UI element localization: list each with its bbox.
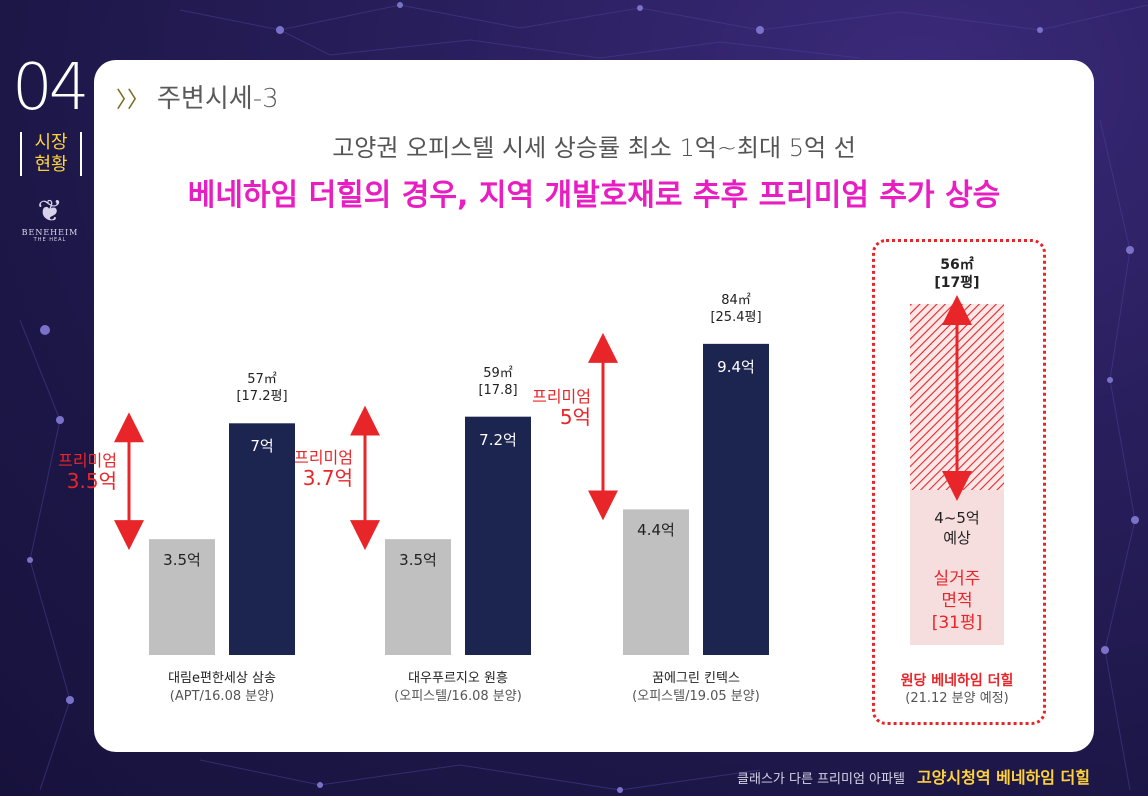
footer: 클래스가 다른 프리미엄 아파텔 고양시청역 베네하임 더힐 — [737, 764, 1090, 788]
premium-label: 프리미엄 3.5억 — [39, 451, 117, 491]
bar-after — [703, 343, 769, 655]
bar-before-label: 3.5억 — [149, 549, 215, 570]
estimate-note: 예상 — [943, 529, 971, 547]
footer-brand: 고양시청역 베네하임 더힐 — [916, 768, 1090, 787]
bar-before — [149, 539, 215, 655]
bar-livable-area — [910, 490, 1004, 645]
logo-name: BENEHEIM — [21, 228, 79, 237]
section-label: 시장 현황 — [20, 132, 82, 176]
complex-sub: (APT/16.08 분양) — [169, 689, 275, 704]
footer-tagline: 클래스가 다른 프리미엄 아파텔 — [737, 772, 905, 787]
content-panel: 〉〉 주변시세-3 고양권 오피스텔 시세 상승률 최소 1억~최대 5억 선 베… — [58, 60, 1094, 752]
complex-title: 대우푸르지오 원흥 — [408, 671, 508, 686]
highlight-size-caption: 56㎡ [17평] — [900, 256, 1014, 292]
section-number: 04 — [12, 51, 89, 125]
size-sqm: 57㎡ — [247, 372, 277, 388]
size-pyeong: [25.4평] — [710, 309, 762, 325]
brand-logo: ❦ BENEHEIM THE HEAL — [16, 194, 84, 244]
bar-size-caption: 59㎡ [17.8] — [459, 365, 537, 399]
note-line1: 실거주 — [933, 569, 981, 589]
highlight-box — [872, 239, 1046, 725]
heading-text: 주변시세-3 — [157, 84, 279, 114]
highlight-sub: (21.12 분양 예정) — [905, 691, 1009, 706]
page-heading: 〉〉 주변시세-3 — [116, 78, 279, 115]
premium-label: 프리미엄 5억 — [513, 387, 591, 427]
note-line3: [31평] — [931, 613, 983, 633]
premium-value: 3.5억 — [66, 469, 117, 494]
estimate-value: 4~5억 — [934, 509, 980, 527]
section-label-line2: 현황 — [34, 154, 68, 175]
crest-icon: ❦ — [37, 194, 63, 229]
complex-sub: (오피스텔/16.08 분양) — [394, 689, 522, 704]
highlight-name: 원당 베네하임 더힐 (21.12 분양 예정) — [870, 672, 1044, 708]
highlight-title: 원당 베네하임 더힐 — [900, 673, 1014, 689]
size-pyeong: [17.8] — [478, 382, 518, 398]
bar-after — [465, 416, 531, 655]
complex-name: 대림e편한세상 삼송 (APT/16.08 분양) — [129, 670, 315, 706]
highlight-size-pyeong: [17평] — [934, 275, 980, 291]
bar-after-label: 9.4억 — [703, 356, 769, 377]
size-sqm: 84㎡ — [721, 292, 751, 308]
bar-after-value: 7.2억 — [479, 430, 517, 449]
highlight-size-sqm: 56㎡ — [940, 257, 974, 273]
bar-before — [623, 509, 689, 655]
bar-after-value: 7억 — [250, 437, 274, 456]
bar-after-value: 9.4억 — [717, 357, 755, 376]
complex-sub: (오피스텔/19.05 분양) — [632, 689, 760, 704]
highlight-note: 실거주 면적 [31평] — [910, 568, 1004, 634]
note-line2: 면적 — [941, 591, 973, 611]
complex-title: 대림e편한세상 삼송 — [168, 671, 276, 686]
subtitle: 고양권 오피스텔 시세 상승률 최소 1억~최대 5억 선 — [332, 134, 856, 162]
bar-size-caption: 57㎡ [17.2평] — [223, 371, 301, 405]
premium-value: 5억 — [559, 404, 591, 429]
bar-before-label: 4.4억 — [623, 519, 689, 540]
size-pyeong: [17.2평] — [236, 389, 288, 405]
price-chart — [114, 295, 1004, 655]
bar-before-value: 3.5억 — [399, 551, 437, 570]
premium-text: 프리미엄 — [58, 451, 117, 471]
bar-before-value: 4.4억 — [637, 521, 675, 540]
bar-before-label: 3.5억 — [385, 549, 451, 570]
bar-after-label: 7억 — [229, 435, 295, 456]
logo-sub: THE HEAL — [33, 237, 67, 243]
complex-name: 대우푸르지오 원흥 (오피스텔/16.08 분양) — [365, 670, 551, 706]
section-label-line1: 시장 — [34, 132, 68, 153]
bar-after — [229, 423, 295, 655]
complex-title: 꿈에그린 킨텍스 — [652, 671, 740, 686]
premium-text: 프리미엄 — [294, 447, 353, 467]
premium-value: 3.7억 — [302, 465, 353, 490]
bar-before — [385, 539, 451, 655]
headline: 베네하임 더힐의 경우, 지역 개발호재로 추후 프리미엄 추가 상승 — [187, 178, 1001, 213]
bar-size-caption: 84㎡ [25.4평] — [697, 292, 775, 326]
heading-arrows: 〉〉 — [116, 88, 150, 113]
bar-before-value: 3.5억 — [163, 551, 201, 570]
premium-label: 프리미엄 3.7억 — [275, 448, 353, 488]
bar-after-label: 7.2억 — [465, 429, 531, 450]
premium-text: 프리미엄 — [532, 386, 591, 406]
size-sqm: 59㎡ — [483, 365, 513, 381]
complex-name: 꿈에그린 킨텍스 (오피스텔/19.05 분양) — [603, 670, 789, 706]
